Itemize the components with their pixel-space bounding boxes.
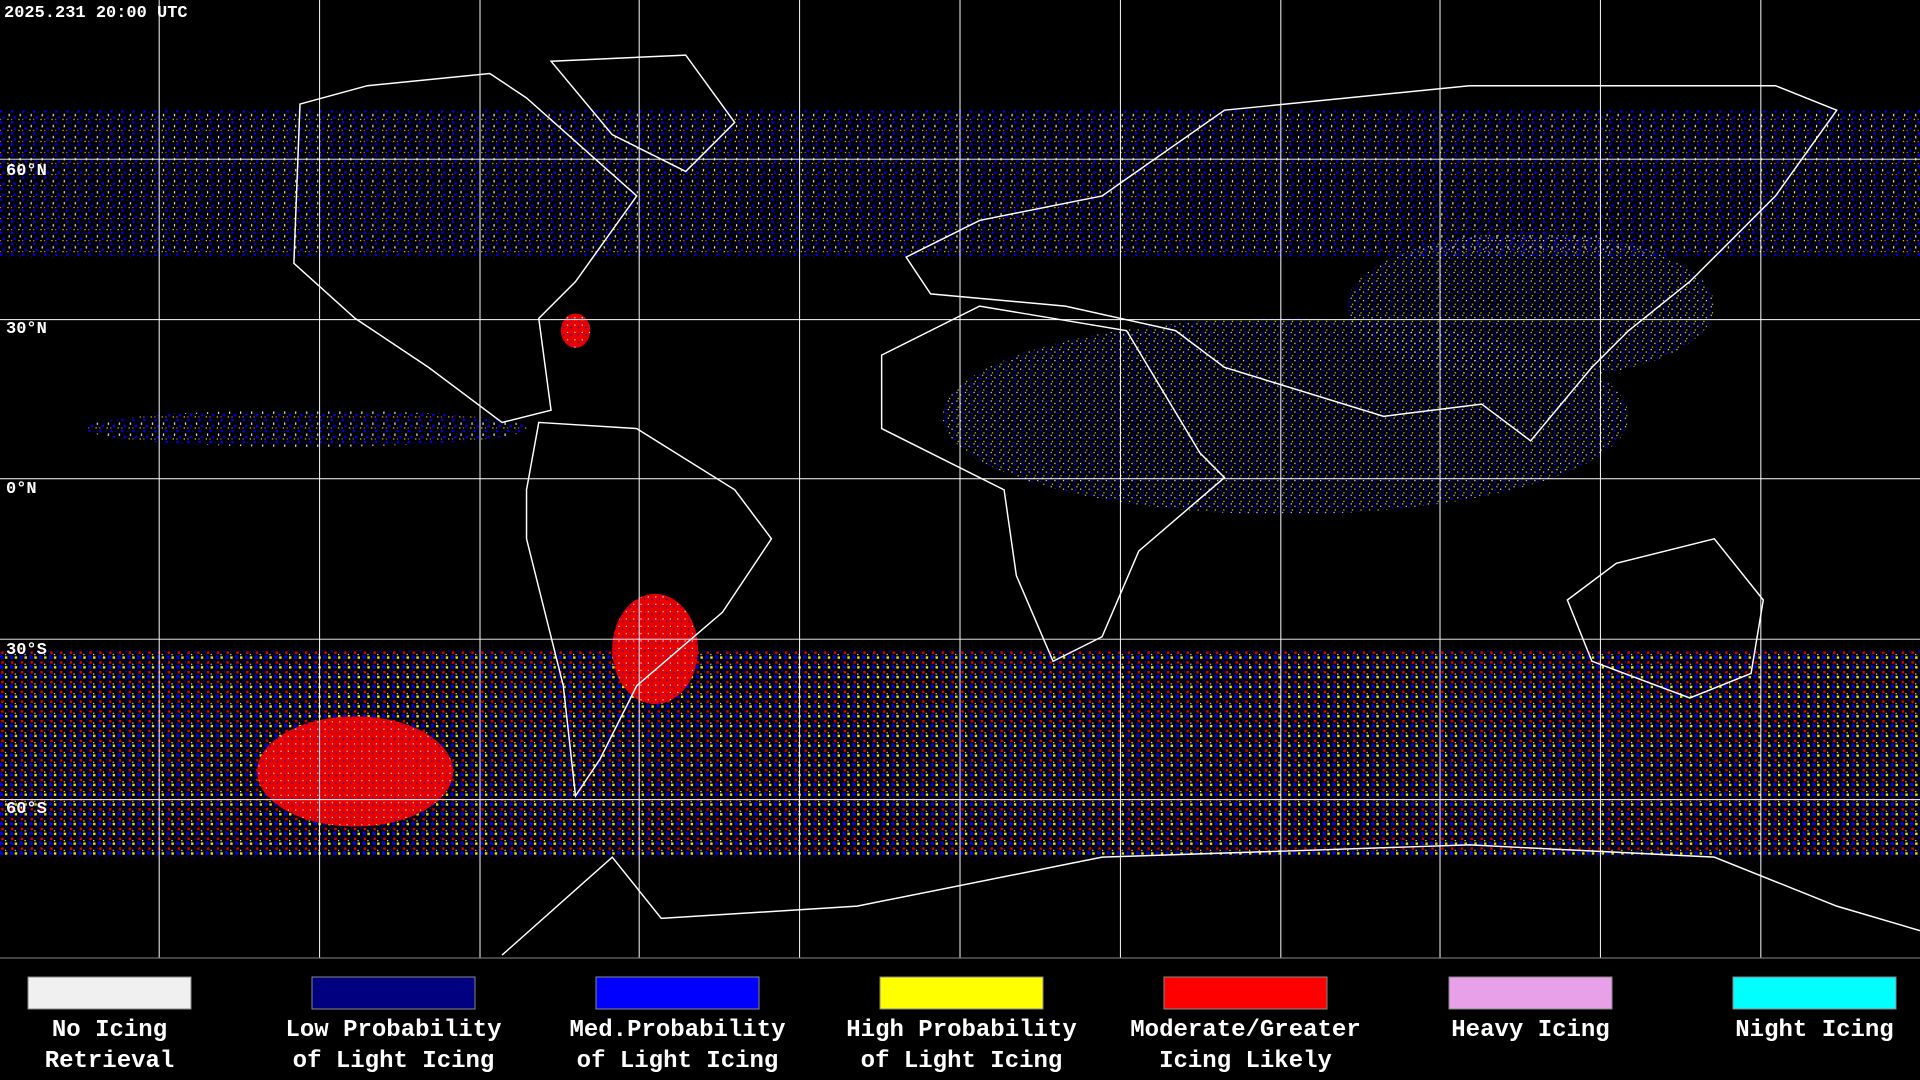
legend-label: No Icing xyxy=(52,1017,167,1044)
legend-swatch xyxy=(311,976,476,1010)
graticule xyxy=(0,0,1920,958)
legend-label: of Light Icing xyxy=(861,1048,1063,1075)
latitude-label: 60°S xyxy=(6,800,47,819)
legend-label: Heavy Icing xyxy=(1451,1017,1609,1044)
legend-label: Med.Probability xyxy=(569,1017,785,1044)
latitude-label: 60°N xyxy=(6,162,47,181)
latitude-label: 30°N xyxy=(6,320,47,339)
legend-swatch xyxy=(595,976,760,1010)
legend-label: Icing Likely xyxy=(1159,1048,1332,1075)
eurasia xyxy=(905,84,1838,442)
legend-label: High Probability xyxy=(846,1017,1076,1044)
latitude-label: 30°S xyxy=(6,641,47,660)
australia xyxy=(1566,537,1765,699)
red-field xyxy=(257,716,454,827)
red-field xyxy=(612,593,698,705)
legend-swatch xyxy=(879,976,1044,1010)
legend-label: Night Icing xyxy=(1735,1017,1893,1044)
legend-label: Retrieval xyxy=(45,1048,175,1075)
south-america xyxy=(525,421,773,799)
legend-label: Moderate/Greater xyxy=(1130,1017,1360,1044)
legend-label: Low Probability xyxy=(285,1017,501,1044)
asia-field xyxy=(1346,232,1715,380)
pacific-band xyxy=(85,410,527,447)
legend-swatch xyxy=(1732,976,1897,1010)
storm xyxy=(560,313,591,348)
latitude-label: 0°N xyxy=(6,480,37,499)
map-layer xyxy=(0,0,1920,958)
legend-label: of Light Icing xyxy=(293,1048,495,1075)
north-america xyxy=(293,72,638,424)
legend-swatch xyxy=(27,976,192,1010)
timestamp: 2025.231 20:00 UTC xyxy=(4,4,188,23)
coastlines xyxy=(293,54,1920,956)
legend-swatch xyxy=(1448,976,1613,1010)
greenland xyxy=(549,54,736,173)
legend-swatch xyxy=(1163,976,1328,1010)
legend-label: of Light Icing xyxy=(577,1048,779,1075)
antarctica xyxy=(501,844,1920,956)
